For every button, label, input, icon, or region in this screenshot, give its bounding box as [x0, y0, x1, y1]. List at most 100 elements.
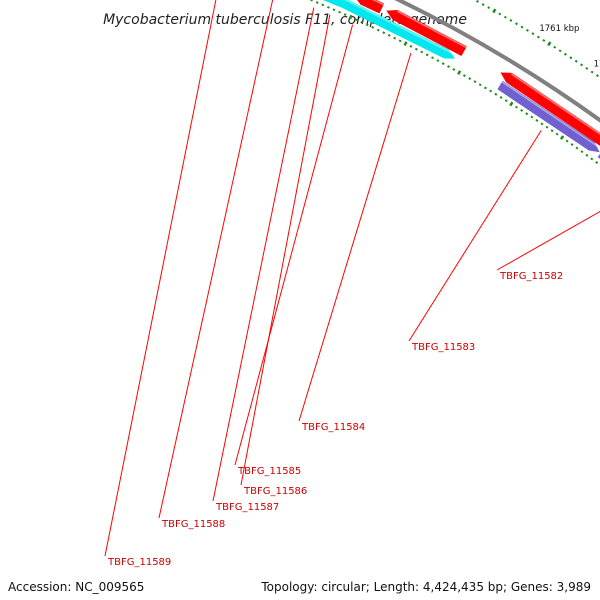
tick-minor [580, 150, 584, 154]
tick-minor [431, 56, 434, 60]
cds-forward-highlight [396, 10, 467, 49]
tick-minor [338, 10, 342, 14]
tick-minor [487, 6, 491, 10]
tick-minor [530, 115, 534, 119]
tick-minor [574, 59, 578, 63]
cds-reverse-highlight [501, 81, 600, 149]
tick-minor [514, 22, 518, 26]
inner-tick-ring [310, 0, 599, 164]
cds-forward[interactable] [386, 9, 467, 57]
tick-minor [585, 153, 589, 157]
cds-reverse-body [597, 153, 600, 159]
map-layers: 1756 kbp1757 kbp1758 kbp1759 kbp1760 kbp… [104, 0, 600, 568]
gene-label[interactable]: TBFG_11584 [301, 422, 365, 433]
tick-major [492, 8, 497, 14]
tick-major [547, 41, 552, 47]
cds-forward-body [500, 72, 600, 146]
cds-forward-body [386, 9, 467, 57]
tick-minor [393, 36, 397, 40]
tick-minor [504, 99, 508, 103]
tick-minor [553, 45, 557, 49]
gene-label[interactable]: TBFG_11588 [161, 519, 225, 530]
outer-tick-ring [476, 0, 599, 78]
tick-minor [436, 59, 440, 63]
tick-minor [565, 139, 569, 143]
tick-minor [570, 143, 574, 147]
gene-label-line [408, 130, 542, 342]
gene-label[interactable]: TBFG_11582 [499, 271, 563, 282]
tick-minor [595, 74, 599, 78]
gene-label-line [240, 14, 331, 486]
tick-minor [398, 39, 402, 43]
feature-reverse-cyan[interactable] [341, 0, 458, 59]
genome-backbone [394, 0, 600, 123]
feature-reverse-cyan[interactable] [261, 0, 346, 8]
tick-minor [326, 5, 330, 9]
tick-minor [515, 105, 518, 109]
tick-major [403, 41, 408, 46]
tick-minor [509, 19, 513, 22]
tick-minor [494, 92, 498, 96]
genome-summary: Topology: circular; Length: 4,424,435 bp… [261, 580, 591, 594]
tick-label: 1761 kbp [539, 24, 579, 34]
cds-reverse[interactable] [597, 149, 600, 204]
tick-minor [499, 96, 503, 99]
tick-minor [354, 18, 358, 22]
cds-forward[interactable] [354, 0, 385, 14]
tick-minor [310, 0, 313, 2]
tick-minor [462, 74, 466, 77]
cds-forward-highlight [371, 0, 384, 6]
cds-reverse-body [497, 80, 600, 153]
tick-minor [387, 34, 391, 37]
gene-label[interactable]: TBFG_11587 [215, 502, 279, 513]
tick-minor [503, 15, 507, 19]
tick-minor [498, 12, 502, 16]
tick-minor [321, 3, 325, 7]
gene-label-line [212, 7, 315, 502]
tick-minor [569, 56, 573, 60]
tick-minor [580, 63, 584, 67]
gene-label-line [496, 211, 600, 271]
tick-minor [540, 122, 544, 126]
tick-minor [382, 31, 386, 35]
tick-minor [590, 70, 594, 74]
gene-label[interactable]: TBFG_11585 [237, 466, 301, 477]
tick-major [457, 70, 462, 75]
gene-label[interactable]: TBFG_11583 [411, 342, 475, 353]
gene-label-line [298, 52, 412, 422]
tick-minor [332, 8, 336, 12]
tick-minor [447, 65, 450, 68]
cds-forward[interactable] [500, 72, 600, 147]
gene-label-line [158, 0, 274, 519]
tick-major [348, 14, 353, 20]
tick-minor [555, 132, 559, 136]
tick-minor [425, 53, 429, 57]
tick-minor [536, 35, 540, 39]
tick-minor [545, 125, 549, 129]
tick-minor [558, 49, 562, 53]
gene-label[interactable]: TBFG_11589 [107, 557, 171, 568]
cds-forward-body [357, 0, 385, 14]
tick-minor [365, 23, 369, 27]
tick-minor [441, 62, 445, 66]
tick-minor [376, 28, 380, 32]
tick-minor [360, 20, 364, 24]
tick-minor [481, 3, 485, 6]
accession-text: Accession: NC_009565 [8, 580, 145, 594]
cds-reverse[interactable] [497, 80, 600, 153]
feature-reverse-cyan-body [322, 0, 345, 8]
tick-minor [531, 32, 535, 36]
feature-reverse-cyan-highlight [344, 0, 458, 57]
tick-major [559, 135, 565, 140]
tick-minor [525, 112, 529, 116]
tick-minor [590, 157, 594, 161]
gene-label-line [234, 24, 354, 466]
feature-reverse-cyan-body [341, 0, 456, 59]
gene-label[interactable]: TBFG_11586 [243, 486, 307, 497]
tick-minor [343, 13, 347, 17]
tick-minor [563, 52, 567, 56]
tick-minor [420, 50, 424, 54]
tick-minor [478, 83, 482, 87]
